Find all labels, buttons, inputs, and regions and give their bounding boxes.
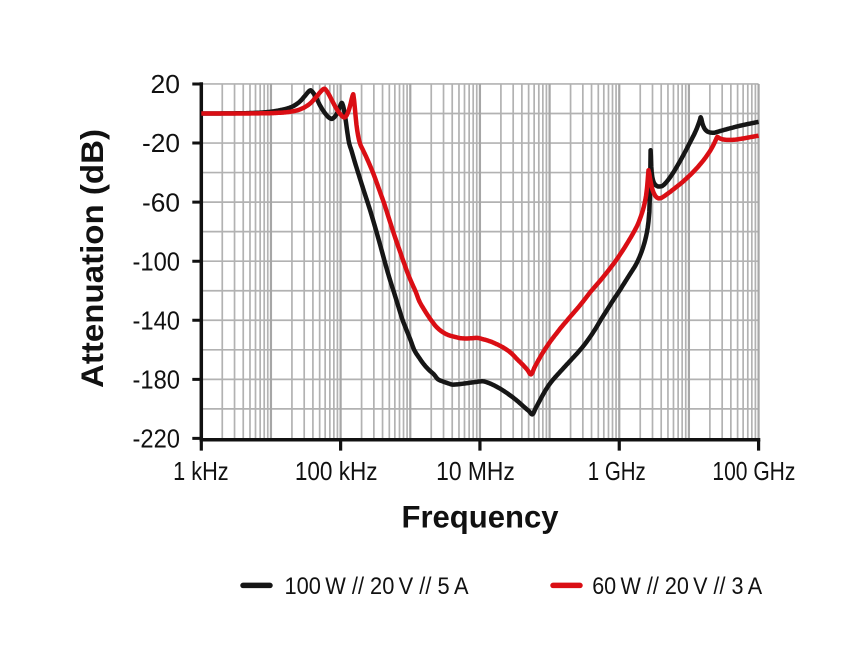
svg-text:1 kHz: 1 kHz <box>173 456 229 486</box>
svg-text:60 W // 20 V // 3 A: 60 W // 20 V // 3 A <box>592 573 763 600</box>
svg-text:1 GHz: 1 GHz <box>588 456 646 486</box>
svg-text:-20: -20 <box>142 128 180 158</box>
svg-text:-180: -180 <box>133 365 181 395</box>
svg-text:20: 20 <box>151 69 181 99</box>
svg-text:100 GHz: 100 GHz <box>712 456 795 486</box>
svg-text:-220: -220 <box>133 424 181 454</box>
svg-text:-100: -100 <box>133 246 181 276</box>
svg-text:100 W // 20 V // 5 A: 100 W // 20 V // 5 A <box>285 573 470 600</box>
svg-text:100 kHz: 100 kHz <box>295 456 378 486</box>
svg-text:Attenuation (dB): Attenuation (dB) <box>74 129 110 388</box>
svg-text:10 MHz: 10 MHz <box>436 456 515 486</box>
svg-text:Frequency: Frequency <box>402 498 559 534</box>
svg-text:-140: -140 <box>133 306 181 336</box>
svg-text:-60: -60 <box>142 187 180 217</box>
